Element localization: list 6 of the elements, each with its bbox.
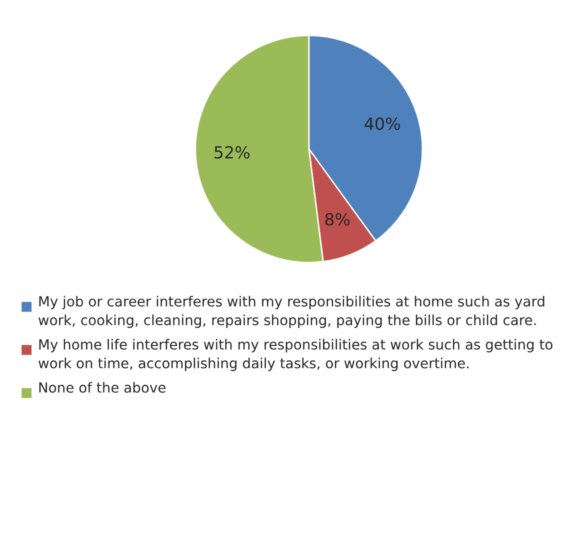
data-label: 8% [325,212,350,226]
legend-label: None of the above [39,382,166,393]
data-label: 52% [214,146,250,159]
legend-label: My job or career interferes with my responsibilities at home such as yard work, cooking, cleaning, repairs shopping, paying the bills or child care. [38,296,544,328]
legend-label: My home life interferes with my responsibilities at work such as getting to work on time, accomplishing daily tasks, or working overtime. [38,338,552,372]
data-label: 40% [364,117,400,130]
